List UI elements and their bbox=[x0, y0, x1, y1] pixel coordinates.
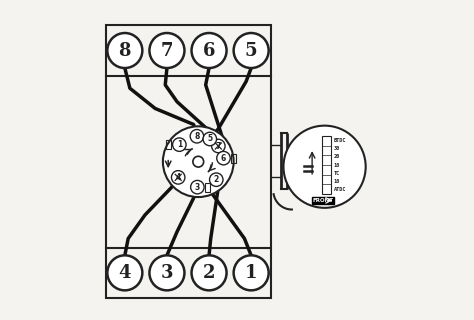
Text: 6: 6 bbox=[221, 154, 226, 163]
Text: 2: 2 bbox=[203, 264, 215, 282]
Circle shape bbox=[211, 139, 225, 153]
Text: 2: 2 bbox=[214, 175, 219, 184]
Text: 1: 1 bbox=[177, 140, 182, 149]
Text: 7: 7 bbox=[161, 42, 173, 60]
Circle shape bbox=[191, 33, 227, 68]
Circle shape bbox=[217, 151, 230, 165]
Circle shape bbox=[191, 255, 227, 290]
Text: BTDC: BTDC bbox=[334, 138, 346, 143]
Circle shape bbox=[191, 180, 204, 194]
Circle shape bbox=[190, 130, 204, 143]
Circle shape bbox=[234, 255, 269, 290]
Text: 8: 8 bbox=[118, 42, 131, 60]
Circle shape bbox=[283, 126, 365, 208]
Circle shape bbox=[172, 171, 185, 184]
Text: 3: 3 bbox=[195, 183, 200, 192]
Polygon shape bbox=[106, 25, 271, 76]
Text: 5: 5 bbox=[207, 134, 212, 143]
Text: 5: 5 bbox=[245, 42, 257, 60]
Text: FRONT: FRONT bbox=[312, 198, 333, 203]
Text: 10: 10 bbox=[334, 179, 340, 184]
Circle shape bbox=[234, 33, 269, 68]
Text: 6: 6 bbox=[203, 42, 215, 60]
Text: ATDC: ATDC bbox=[334, 187, 346, 192]
Bar bbox=[321, 136, 331, 194]
Text: 3: 3 bbox=[161, 264, 173, 282]
Text: 4: 4 bbox=[118, 264, 131, 282]
Circle shape bbox=[173, 138, 186, 151]
Circle shape bbox=[149, 33, 184, 68]
Circle shape bbox=[163, 126, 234, 197]
Circle shape bbox=[149, 255, 184, 290]
Text: TC: TC bbox=[334, 171, 340, 176]
Text: 30: 30 bbox=[334, 146, 340, 151]
Text: 8: 8 bbox=[194, 132, 200, 141]
Polygon shape bbox=[106, 248, 271, 298]
Circle shape bbox=[107, 255, 142, 290]
Text: 20: 20 bbox=[334, 154, 340, 159]
Text: 4: 4 bbox=[175, 173, 181, 182]
Circle shape bbox=[210, 173, 223, 187]
Circle shape bbox=[203, 132, 217, 146]
Text: 7: 7 bbox=[216, 141, 221, 150]
Circle shape bbox=[107, 33, 142, 68]
Text: 1: 1 bbox=[245, 264, 257, 282]
Text: 10: 10 bbox=[334, 163, 340, 168]
Circle shape bbox=[193, 156, 204, 167]
